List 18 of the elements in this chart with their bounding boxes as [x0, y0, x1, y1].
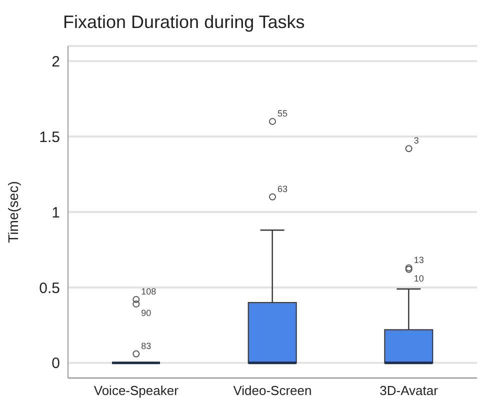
- y-axis-title: Time(sec): [4, 181, 21, 243]
- annotation: 83: [141, 340, 152, 351]
- x-tick-label: 3D-Avatar: [380, 383, 439, 398]
- annotation: 63: [278, 184, 288, 194]
- x-tick-label: Voice-Speaker: [94, 383, 180, 398]
- y-tick-label: 1: [52, 204, 60, 222]
- y-tick-label: 1.5: [39, 128, 60, 146]
- annotation: 55: [278, 108, 288, 118]
- y-tick-label: 0: [52, 355, 60, 372]
- annotation: 90: [141, 308, 152, 318]
- annotation: 10: [414, 273, 424, 284]
- chart-title: Fixation Duration during Tasks: [62, 11, 306, 34]
- annotation: 3: [414, 136, 419, 146]
- annotation: 108: [141, 286, 156, 297]
- y-tick-label: 2: [52, 53, 60, 70]
- x-tick-label: Video-Screen: [233, 383, 312, 398]
- annotation: 13: [414, 254, 424, 265]
- y-tick-label: 0.5: [39, 280, 60, 297]
